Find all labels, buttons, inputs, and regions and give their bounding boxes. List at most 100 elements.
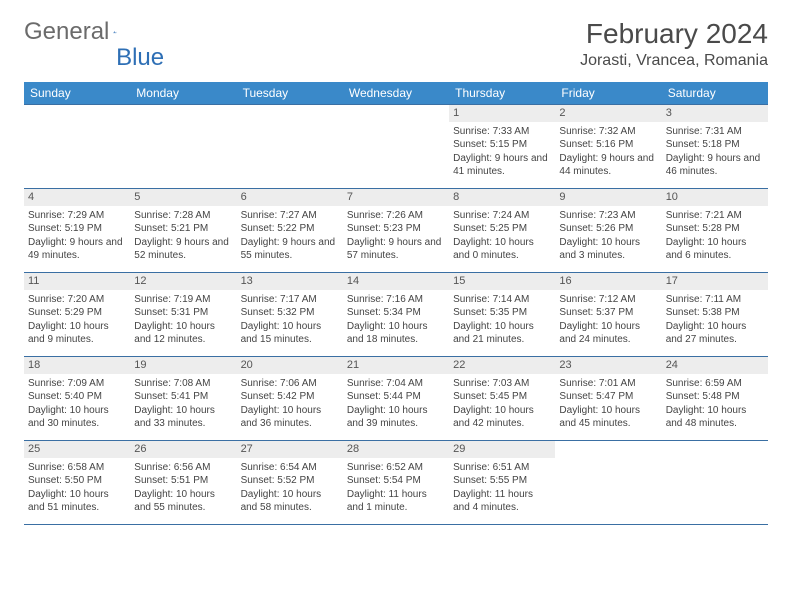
sunset-line: Sunset: 5:52 PM — [241, 474, 339, 488]
day-number: 21 — [343, 357, 449, 374]
calendar-week-row: 1 Sunrise: 7:33 AMSunset: 5:15 PM Daylight… — [24, 105, 768, 189]
day-number: 12 — [130, 273, 236, 290]
calendar-day-cell: 17Sunrise: 7:11 AMSunset: 5:38 PMDayligh… — [662, 273, 768, 357]
title-block: February 2024 Jorasti, Vrancea, Romania — [580, 18, 768, 70]
sunrise-line: Sunrise: 7:19 AM — [134, 293, 232, 307]
sunrise-line: Sunrise: 7:03 AM — [453, 377, 551, 391]
daylight-line: Daylight: 10 hours and 27 minutes. — [666, 320, 764, 347]
sunrise-line: Sunrise: 7:26 AM — [347, 209, 445, 223]
daylight-line: Daylight: 10 hours and 58 minutes. — [241, 488, 339, 515]
day-header: Wednesday — [343, 82, 449, 105]
day-header: Friday — [555, 82, 661, 105]
day-number: 13 — [237, 273, 343, 290]
calendar-day-cell: 10Sunrise: 7:21 AMSunset: 5:28 PMDayligh… — [662, 189, 768, 273]
daylight-line: Daylight: 10 hours and 3 minutes. — [559, 236, 657, 263]
sunset-line: Sunset: 5:51 PM — [134, 474, 232, 488]
calendar-empty-cell — [343, 105, 449, 189]
daylight-line: Daylight: 10 hours and 36 minutes. — [241, 404, 339, 431]
calendar-day-cell: 25Sunrise: 6:58 AMSunset: 5:50 PMDayligh… — [24, 441, 130, 525]
sunrise-line: Sunrise: 7:06 AM — [241, 377, 339, 391]
daylight-line: Daylight: 9 hours and 44 minutes. — [559, 152, 657, 179]
sunset-line: Sunset: 5:23 PM — [347, 222, 445, 236]
page-title: February 2024 — [580, 18, 768, 50]
sunrise-line: Sunrise: 7:09 AM — [28, 377, 126, 391]
calendar-day-cell: 19Sunrise: 7:08 AMSunset: 5:41 PMDayligh… — [130, 357, 236, 441]
sunrise-line: Sunrise: 6:56 AM — [134, 461, 232, 475]
sunrise-line: Sunrise: 6:52 AM — [347, 461, 445, 475]
sunrise-line: Sunrise: 7:08 AM — [134, 377, 232, 391]
day-header: Saturday — [662, 82, 768, 105]
sunset-line: Sunset: 5:48 PM — [666, 390, 764, 404]
location-label: Jorasti, Vrancea, Romania — [580, 52, 768, 70]
logo: General — [24, 18, 139, 46]
sunset-line: Sunset: 5:16 PM — [559, 138, 657, 152]
sunset-line: Sunset: 5:41 PM — [134, 390, 232, 404]
day-number: 5 — [130, 189, 236, 206]
sunset-line: Sunset: 5:38 PM — [666, 306, 764, 320]
logo-text-part2: General Blue — [24, 44, 164, 72]
sunset-line: Sunset: 5:34 PM — [347, 306, 445, 320]
calendar-day-cell: 28Sunrise: 6:52 AMSunset: 5:54 PMDayligh… — [343, 441, 449, 525]
calendar-empty-cell — [237, 105, 343, 189]
daylight-line: Daylight: 10 hours and 42 minutes. — [453, 404, 551, 431]
calendar-day-cell: 9Sunrise: 7:23 AMSunset: 5:26 PMDaylight… — [555, 189, 661, 273]
calendar-day-cell: 12Sunrise: 7:19 AMSunset: 5:31 PMDayligh… — [130, 273, 236, 357]
calendar-week-row: 25Sunrise: 6:58 AMSunset: 5:50 PMDayligh… — [24, 441, 768, 525]
logo-text-part1: General — [24, 18, 109, 46]
daylight-line: Daylight: 10 hours and 30 minutes. — [28, 404, 126, 431]
day-number: 2 — [555, 105, 661, 122]
day-number: 23 — [555, 357, 661, 374]
daylight-line: Daylight: 10 hours and 33 minutes. — [134, 404, 232, 431]
day-number: 18 — [24, 357, 130, 374]
daylight-line: Daylight: 10 hours and 39 minutes. — [347, 404, 445, 431]
sunrise-line: Sunrise: 6:59 AM — [666, 377, 764, 391]
calendar-week-row: 18Sunrise: 7:09 AMSunset: 5:40 PMDayligh… — [24, 357, 768, 441]
daylight-line: Daylight: 10 hours and 24 minutes. — [559, 320, 657, 347]
daylight-line: Daylight: 9 hours and 55 minutes. — [241, 236, 339, 263]
day-number: 9 — [555, 189, 661, 206]
day-number: 1 — [449, 105, 555, 122]
day-number: 7 — [343, 189, 449, 206]
day-number: 22 — [449, 357, 555, 374]
sunrise-line: Sunrise: 7:16 AM — [347, 293, 445, 307]
sunrise-line: Sunrise: 7:04 AM — [347, 377, 445, 391]
sunrise-line: Sunrise: 7:27 AM — [241, 209, 339, 223]
calendar-table: SundayMondayTuesdayWednesdayThursdayFrid… — [24, 82, 768, 525]
sunrise-line: Sunrise: 7:11 AM — [666, 293, 764, 307]
calendar-day-cell: 24Sunrise: 6:59 AMSunset: 5:48 PMDayligh… — [662, 357, 768, 441]
day-number: 20 — [237, 357, 343, 374]
sunrise-line: Sunrise: 7:12 AM — [559, 293, 657, 307]
daylight-line: Daylight: 11 hours and 4 minutes. — [453, 488, 551, 515]
sunset-line: Sunset: 5:42 PM — [241, 390, 339, 404]
sunset-line: Sunset: 5:28 PM — [666, 222, 764, 236]
sunrise-line: Sunrise: 7:24 AM — [453, 209, 551, 223]
sunrise-line: Sunrise: 7:29 AM — [28, 209, 126, 223]
day-number: 15 — [449, 273, 555, 290]
sunset-line: Sunset: 5:40 PM — [28, 390, 126, 404]
daylight-line: Daylight: 10 hours and 45 minutes. — [559, 404, 657, 431]
sunset-line: Sunset: 5:50 PM — [28, 474, 126, 488]
sunset-line: Sunset: 5:37 PM — [559, 306, 657, 320]
day-number: 3 — [662, 105, 768, 122]
calendar-empty-cell — [662, 441, 768, 525]
calendar-day-cell: 6Sunrise: 7:27 AMSunset: 5:22 PMDaylight… — [237, 189, 343, 273]
calendar-day-cell: 22 Sunrise: 7:03 AMSunset: 5:45 PMDayligh… — [449, 357, 555, 441]
daylight-line: Daylight: 10 hours and 21 minutes. — [453, 320, 551, 347]
daylight-line: Daylight: 10 hours and 18 minutes. — [347, 320, 445, 347]
calendar-day-cell: 26Sunrise: 6:56 AMSunset: 5:51 PMDayligh… — [130, 441, 236, 525]
sunrise-line: Sunrise: 7:14 AM — [453, 293, 551, 307]
daylight-line: Daylight: 9 hours and 49 minutes. — [28, 236, 126, 263]
sunrise-line: Sunrise: 7:21 AM — [666, 209, 764, 223]
calendar-day-cell: 20 Sunrise: 7:06 AMSunset: 5:42 PMDayligh… — [237, 357, 343, 441]
sunrise-line: Sunrise: 6:51 AM — [453, 461, 551, 475]
sunset-line: Sunset: 5:25 PM — [453, 222, 551, 236]
sunset-line: Sunset: 5:45 PM — [453, 390, 551, 404]
calendar-day-cell: 16 Sunrise: 7:12 AMSunset: 5:37 PMDayligh… — [555, 273, 661, 357]
sunrise-line: Sunrise: 7:33 AM — [453, 125, 551, 139]
day-number: 16 — [555, 273, 661, 290]
sunrise-line: Sunrise: 7:32 AM — [559, 125, 657, 139]
calendar-day-cell: 18 Sunrise: 7:09 AMSunset: 5:40 PMDayligh… — [24, 357, 130, 441]
calendar-empty-cell — [555, 441, 661, 525]
sunset-line: Sunset: 5:15 PM — [453, 138, 551, 152]
calendar-day-cell: 23Sunrise: 7:01 AMSunset: 5:47 PMDayligh… — [555, 357, 661, 441]
